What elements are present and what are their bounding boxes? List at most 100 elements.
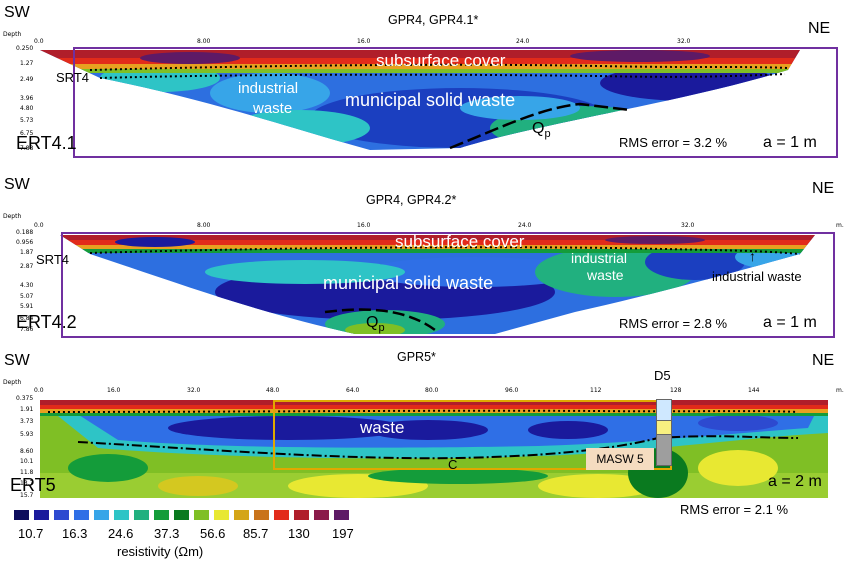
legend-value: 10.7 — [18, 526, 44, 541]
depth-tick: 0.250 — [16, 45, 34, 52]
legend-swatch — [334, 510, 349, 520]
legend-swatch — [314, 510, 329, 520]
legend-swatch — [254, 510, 269, 520]
depth-label: Depth — [3, 31, 22, 38]
x-unit: m. — [836, 387, 844, 394]
cover-label: subsurface cover — [395, 232, 525, 251]
x-tick: 64.0 — [346, 387, 360, 394]
legend-swatch — [294, 510, 309, 520]
legend-value: 37.3 — [154, 526, 180, 541]
x-tick: 96.0 — [505, 387, 519, 394]
x-tick: 16.0 — [357, 38, 371, 45]
depth-tick: 0.956 — [16, 239, 34, 246]
section-title: GPR4, GPR4.2* — [366, 193, 457, 207]
depth-tick: 1.87 — [20, 249, 34, 256]
x-tick: 8.00 — [197, 38, 211, 45]
depth-tick: 3.73 — [20, 418, 34, 425]
legend-value: 197 — [332, 526, 354, 541]
legend-swatch — [34, 510, 49, 520]
resistivity-section-ert5 — [40, 400, 828, 498]
legend-swatch — [274, 510, 289, 520]
x-tick: 0.0 — [34, 222, 44, 229]
legend-value: 85.7 — [243, 526, 269, 541]
resistivity-section-ert41 — [40, 50, 800, 150]
industrial-label: waste — [587, 267, 624, 283]
depth-tick: 2.49 — [20, 76, 34, 83]
depth-tick: 6.84 — [20, 315, 34, 322]
depth-tick: 0.375 — [16, 395, 34, 402]
srt-label: SRT4 — [36, 252, 69, 267]
sw-label: SW — [4, 352, 30, 369]
rms-error: RMS error = 2.8 % — [619, 316, 728, 331]
section-title: GPR5* — [397, 350, 436, 364]
x-tick: 32.0 — [187, 387, 201, 394]
depth-tick: 1.91 — [20, 406, 34, 413]
x-tick: 16.0 — [107, 387, 121, 394]
legend-swatch — [154, 510, 169, 520]
legend-swatch — [14, 510, 29, 520]
qp-label: Qp — [366, 314, 385, 335]
depth-tick: 5.07 — [20, 293, 34, 300]
depth-tick: 8.60 — [20, 448, 34, 455]
clay-label: C — [448, 457, 458, 472]
legend-swatch — [194, 510, 209, 520]
depth-tick: 4.30 — [20, 282, 34, 289]
depth-tick: 3.96 — [20, 95, 34, 102]
legend-swatch — [114, 510, 129, 520]
depth-label: Depth — [3, 379, 22, 386]
section-frame — [61, 232, 835, 338]
rms-error: RMS error = 2.1 % — [680, 502, 789, 517]
rms-error: RMS error = 3.2 % — [619, 135, 728, 150]
msw-label: municipal solid waste — [345, 90, 516, 110]
x-tick: 32.0 — [677, 38, 691, 45]
depth-tick: 7.88 — [20, 145, 34, 152]
industrial-label: industrial — [571, 250, 628, 266]
section-frame — [73, 47, 838, 158]
x-tick: 24.0 — [518, 222, 532, 229]
sw-label: SW — [4, 176, 30, 193]
x-tick: 24.0 — [516, 38, 530, 45]
ne-label: NE — [812, 352, 835, 369]
x-tick: 48.0 — [266, 387, 280, 394]
borehole-layer — [656, 434, 672, 466]
industrial-label: industrial — [238, 80, 299, 97]
legend-swatch — [234, 510, 249, 520]
depth-tick: 11.8 — [20, 469, 34, 476]
depth-tick: 1.27 — [20, 60, 34, 67]
msw-label: municipal solid waste — [323, 273, 494, 293]
x-tick: 128 — [670, 387, 682, 394]
sw-label: SW — [4, 4, 30, 21]
legend-swatch — [214, 510, 229, 520]
electrode-spacing: a = 1 m — [763, 314, 817, 331]
depth-tick: 0.188 — [16, 229, 34, 236]
ne-label: NE — [812, 180, 835, 197]
depth-tick: 13.7 — [20, 480, 34, 487]
x-tick: 32.0 — [681, 222, 695, 229]
depth-tick: 15.7 — [20, 492, 34, 499]
legend-swatch — [174, 510, 189, 520]
x-tick: 112 — [590, 387, 602, 394]
arrow-up-icon: ↑ — [749, 248, 756, 264]
x-tick: 0.0 — [34, 38, 44, 45]
electrode-spacing: a = 1 m — [763, 134, 817, 151]
legend-value: 130 — [288, 526, 310, 541]
legend-value: 24.6 — [108, 526, 134, 541]
industrial-label: waste — [253, 100, 293, 117]
x-tick: 0.0 — [34, 387, 44, 394]
x-unit: m. — [836, 222, 844, 229]
depth-tick: 7.86 — [20, 326, 34, 333]
resistivity-section-ert42 — [60, 235, 815, 334]
ert-id: ERT5 — [10, 475, 56, 495]
electrode-spacing: a = 2 m — [768, 473, 822, 490]
depth-tick: 5.93 — [20, 431, 34, 438]
depth-tick: 4.80 — [20, 105, 34, 112]
legend-swatch — [94, 510, 109, 520]
x-tick: 8.00 — [197, 222, 211, 229]
cover-label: subsurface cover — [376, 51, 506, 70]
industrial-waste-label: industrial waste — [712, 269, 802, 284]
legend-swatch — [74, 510, 89, 520]
borehole-label: D5 — [654, 368, 671, 383]
masw-label: MASW 5 — [586, 448, 654, 470]
srt-label: SRT4 — [56, 70, 89, 85]
depth-tick: 5.91 — [20, 303, 34, 310]
